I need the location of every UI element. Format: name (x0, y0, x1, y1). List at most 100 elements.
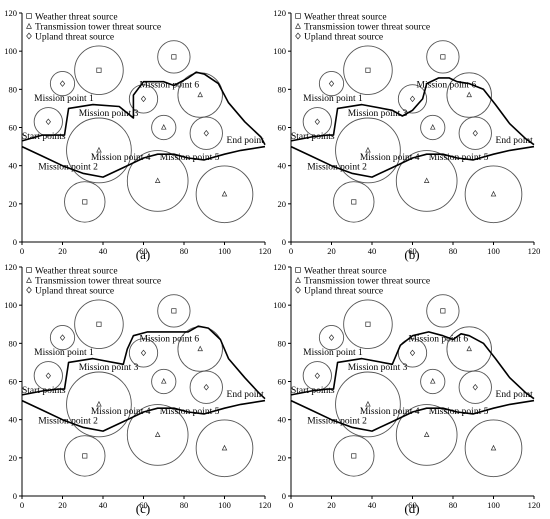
x-tick-label: 80 (180, 246, 189, 256)
annotation-label: End point (496, 390, 534, 400)
x-tick-label: 20 (327, 500, 336, 510)
tower-threat-marker (466, 91, 472, 98)
x-tick-label: 0 (20, 500, 24, 510)
route-lower-line (290, 399, 535, 432)
threat-zone (397, 338, 428, 368)
threat-zone (126, 150, 189, 212)
threat-zone (318, 71, 345, 97)
weather-threat-marker (171, 54, 177, 60)
upland-threat-marker (59, 334, 66, 341)
tower-threat-marker (221, 190, 228, 197)
legend-triangle-icon (26, 22, 32, 29)
threat-zone (335, 117, 401, 184)
threat-zone (397, 84, 428, 114)
upland-threat-marker (409, 349, 416, 357)
annotation-label: Mission point 6 (417, 80, 477, 90)
upland-threat-marker (45, 118, 51, 126)
threat-zone (458, 116, 492, 150)
y-tick-label: 40 (278, 415, 287, 425)
threat-zone (343, 45, 393, 95)
legend-label: Transmission tower threat source (304, 277, 430, 287)
annotation-label: Mission point 3 (348, 109, 408, 119)
route-upper-line (21, 71, 266, 146)
panel-label: (a) (136, 247, 150, 262)
tower-threat-marker (96, 146, 102, 153)
legend-label: Transmission tower threat source (304, 23, 430, 33)
legend-triangle-icon (295, 276, 301, 283)
tower-threat-marker (466, 345, 472, 352)
annotation-label: End point (227, 390, 265, 400)
annotation-label: Mission point 5 (160, 407, 220, 417)
y-tick-label: 120 (273, 8, 286, 18)
x-tick-label: 100 (487, 246, 500, 256)
chart-panel-b: 0 20 40 60 80 100 120 0 20 40 60 80 100 120 Mission po… (273, 8, 540, 262)
weather-threat-marker (82, 199, 88, 205)
route-upper-line (21, 325, 266, 400)
y-tick-label: 40 (9, 161, 18, 171)
tower-threat-marker (429, 124, 436, 130)
y-tick-label: 0 (13, 237, 17, 247)
legend-diamond-icon (26, 286, 32, 294)
legend-diamond-icon (295, 32, 301, 40)
upland-threat-marker (328, 80, 335, 87)
x-tick-label: 40 (99, 500, 108, 510)
y-tick-label: 80 (278, 338, 287, 348)
annotation-label: Mission point 6 (139, 334, 199, 344)
y-tick-label: 100 (273, 46, 286, 56)
threat-zone (151, 368, 177, 395)
tower-threat-marker (96, 400, 102, 407)
tower-threat-marker (197, 345, 203, 352)
y-tick-label: 0 (13, 491, 17, 501)
annotation-label: Mission point 3 (79, 109, 139, 119)
y-tick-label: 0 (282, 237, 286, 247)
upland-threat-marker (203, 129, 209, 137)
threat-zone (74, 299, 124, 350)
x-tick-label: 20 (58, 246, 67, 256)
threat-zone (49, 325, 76, 351)
annotation-label: Mission point 6 (408, 334, 468, 344)
threat-zone (189, 116, 223, 150)
x-tick-label: 0 (289, 246, 293, 256)
x-tick-label: 40 (99, 246, 108, 256)
upland-threat-marker (314, 372, 320, 380)
threat-zone (74, 45, 124, 95)
x-tick-label: 120 (528, 246, 541, 256)
legend-label: Weather threat source (35, 13, 118, 23)
weather-threat-marker (440, 308, 446, 314)
threat-zone (195, 419, 254, 478)
legend-label: Upland threat source (304, 33, 383, 43)
annotation-label: Mission point 1 (303, 348, 363, 358)
weather-threat-marker (440, 54, 446, 60)
x-tick-label: 100 (218, 246, 231, 256)
y-tick-label: 80 (9, 338, 18, 348)
x-tick-label: 80 (180, 500, 189, 510)
legend-label: Transmission tower threat source (35, 23, 161, 33)
y-tick-label: 60 (278, 377, 287, 387)
tower-threat-marker (365, 146, 371, 153)
annotation-label: Mission point 5 (429, 153, 489, 163)
y-tick-label: 120 (4, 262, 17, 272)
tower-threat-marker (365, 400, 371, 407)
annotation-label: Mission point 4 (360, 153, 420, 163)
legend-label: Weather threat source (304, 13, 387, 23)
route-lower-line (21, 145, 266, 178)
threat-zone (395, 150, 458, 212)
threat-zone (157, 294, 191, 328)
tower-threat-marker (160, 378, 167, 384)
annotation-label: Mission point 4 (91, 153, 151, 163)
annotation-label: Mission point 3 (348, 363, 408, 373)
threat-zone (195, 165, 254, 224)
tower-threat-marker (154, 431, 161, 437)
x-tick-label: 100 (218, 500, 231, 510)
chart-panel-a: 0 20 40 60 80 100 120 0 20 40 60 80 100 120 Mission po… (4, 8, 271, 262)
weather-threat-marker (351, 199, 357, 205)
upland-threat-marker (472, 129, 478, 137)
tower-threat-marker (154, 177, 161, 183)
tower-threat-marker (429, 378, 436, 384)
threat-zone (333, 181, 375, 223)
x-tick-label: 40 (368, 500, 377, 510)
y-tick-label: 40 (9, 415, 18, 425)
tower-threat-marker (423, 431, 430, 437)
legend-label: Transmission tower threat source (35, 277, 161, 287)
threat-zone (189, 370, 223, 404)
